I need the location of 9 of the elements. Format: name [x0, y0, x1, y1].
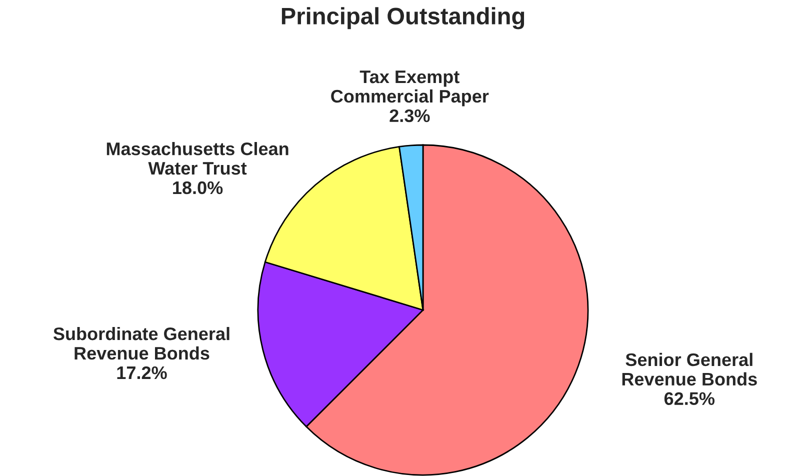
data-label: 18.0% — [173, 181, 223, 194]
slice-label: Tax Exempt Commercial Paper — [331, 70, 489, 106]
data-label: 2.3% — [390, 109, 430, 122]
slice-label: Senior General Revenue Bonds — [622, 352, 757, 386]
slice-label: Subordinate General Revenue Bonds — [53, 326, 230, 360]
chart-title: Principal Outstanding — [282, 7, 524, 30]
data-label: 62.5% — [664, 392, 715, 406]
data-label: 17.2% — [117, 366, 167, 380]
slice-label: Massachusetts Clean Water Trust — [106, 142, 288, 175]
